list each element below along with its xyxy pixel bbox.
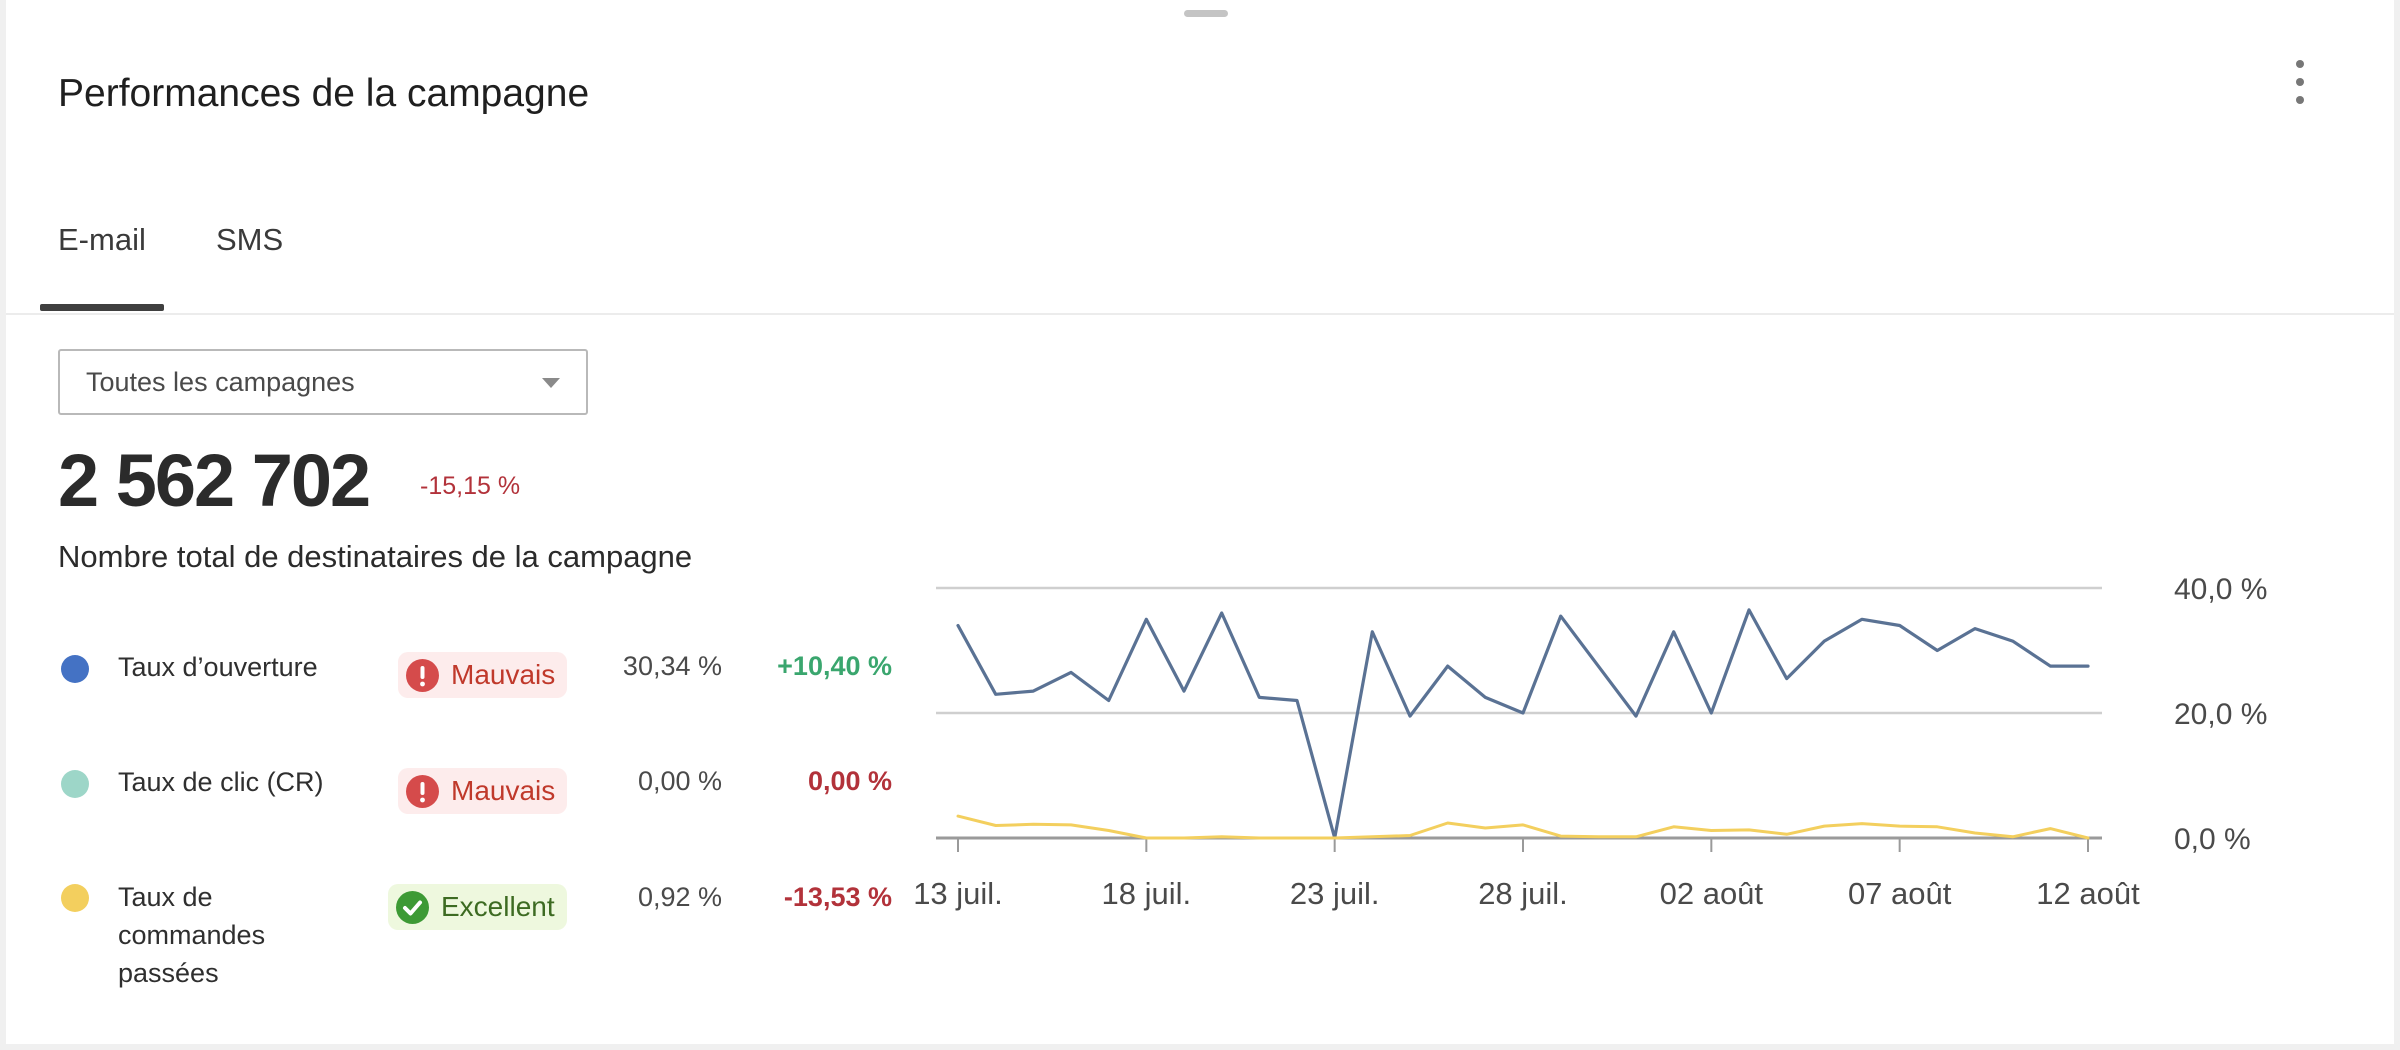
x-tick-label: 23 juil.	[1290, 876, 1380, 911]
tab-sms[interactable]: SMS	[216, 222, 284, 257]
series-line-open-rate	[956, 608, 2090, 840]
card-title: Performances de la campagne	[58, 72, 590, 115]
rating-text: Excellent	[441, 891, 555, 922]
x-tick-label: 13 juil.	[913, 876, 1003, 911]
metric-label-click-rate: Taux de clic (CR)	[118, 767, 324, 797]
rating-text: Mauvais	[451, 775, 556, 806]
series-line-order-rate	[956, 814, 2090, 840]
metric-change-order-rate: -13,53 %	[783, 882, 892, 912]
rating-badge-order-rate: Excellent	[388, 884, 567, 930]
metric-label-order-rate: Taux de commandes passées	[118, 882, 266, 988]
legend-dot-click-rate	[61, 770, 89, 798]
rating-badge-open-rate: Mauvais	[398, 652, 568, 698]
more-options-icon[interactable]	[2288, 60, 2312, 104]
campaign-filter-value: Toutes les campagnes	[86, 367, 355, 397]
alert-icon	[406, 658, 439, 692]
drag-handle[interactable]	[1184, 10, 1228, 17]
x-tick-label: 02 août	[1660, 876, 1764, 911]
metric-value-order-rate: 0,92 %	[637, 882, 722, 912]
total-recipients-label: Nombre total de destinataires de la camp…	[58, 539, 693, 574]
check-circle-icon	[396, 890, 429, 924]
legend-dot-open-rate	[61, 655, 89, 683]
rating-text: Mauvais	[451, 659, 556, 690]
x-tick-label: 28 juil.	[1478, 876, 1568, 911]
tabs-divider	[6, 313, 2394, 315]
campaign-filter-dropdown[interactable]: Toutes les campagnes	[58, 349, 588, 415]
campaign-performance-card: Performances de la campagne E-mail SMS T…	[6, 0, 2394, 1044]
y-tick-label: 20,0 %	[2174, 698, 2267, 731]
total-recipients-change: -15,15 %	[420, 472, 521, 500]
y-tick-label: 0,0 %	[2174, 823, 2251, 856]
chevron-down-icon	[542, 378, 560, 388]
y-tick-label: 40,0 %	[2174, 573, 2267, 606]
metric-label-open-rate: Taux d’ouverture	[118, 652, 318, 682]
metric-change-open-rate: +10,40 %	[777, 651, 892, 681]
legend-dot-order-rate	[61, 884, 89, 912]
x-tick-label: 18 juil.	[1102, 876, 1192, 911]
rating-badge-click-rate: Mauvais	[398, 768, 568, 814]
alert-icon	[406, 774, 439, 808]
active-tab-indicator	[40, 304, 164, 311]
tab-email[interactable]: E-mail	[58, 222, 146, 257]
x-tick-label: 07 août	[1848, 876, 1952, 911]
metric-value-open-rate: 30,34 %	[622, 651, 722, 681]
metric-change-click-rate: 0,00 %	[807, 766, 892, 796]
total-recipients-value: 2 562 702	[58, 439, 371, 522]
x-tick-label: 12 août	[2036, 876, 2140, 911]
metrics-line-chart: 0,0 % 20,0 % 40,0 % 13 juil. 18 juil. 23 juil…	[913, 573, 2267, 911]
metric-value-click-rate: 0,00 %	[637, 766, 722, 796]
